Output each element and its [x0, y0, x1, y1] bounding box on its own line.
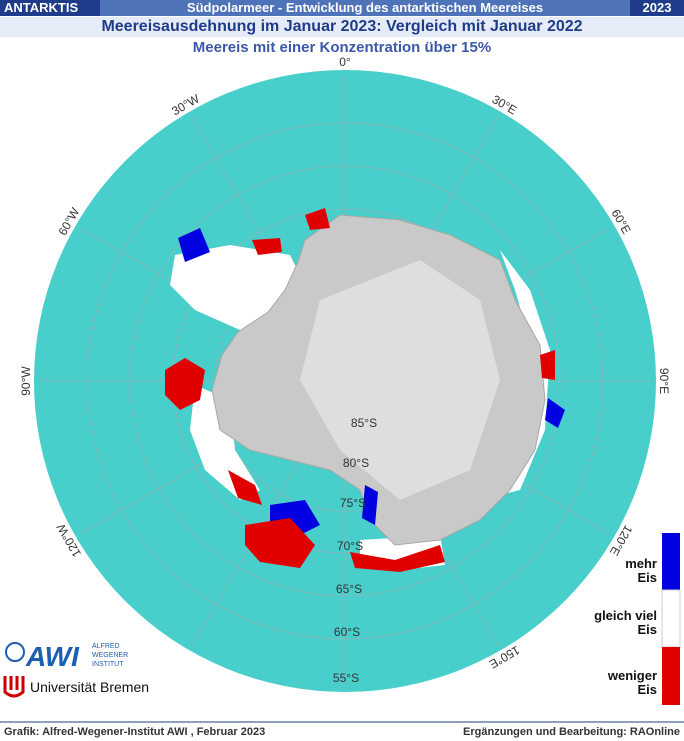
legend-text: Eis [637, 622, 657, 637]
longitude-label: 90°E [657, 368, 671, 394]
subtitle: Meereis mit einer Konzentration über 15% [192, 39, 492, 56]
less-ice [540, 350, 555, 380]
less-ice [252, 238, 282, 255]
more-ice [545, 398, 565, 428]
legend-text: mehr [625, 556, 657, 571]
less-ice [228, 470, 262, 505]
less-ice [305, 208, 330, 230]
longitude-label: 0° [339, 55, 351, 69]
header-year: 2023 [630, 0, 684, 16]
footer-left: Grafik: Alfred-Wegener-Institut AWI , Fe… [4, 726, 265, 738]
more-ice [362, 485, 378, 525]
awi-name: INSTITUT [92, 661, 124, 668]
longitude-label: 90°W [19, 366, 33, 396]
awi-name: ALFRED [92, 643, 120, 650]
legend-text: Eis [637, 682, 657, 697]
more-ice [178, 228, 210, 262]
bremen-icon [3, 676, 25, 698]
awi-icon [5, 642, 25, 662]
legend-text: gleich viel [594, 608, 657, 623]
bremen-logo: Universität Bremen [30, 679, 149, 695]
header-region: ANTARKTIS [0, 0, 100, 16]
legend-swatch-more [662, 533, 680, 590]
sea-ice [190, 385, 260, 500]
header-topic: Südpolarmeer - Entwicklung des antarktis… [100, 0, 630, 16]
legend-swatch-same [661, 589, 681, 648]
awi-name: WEGENER [92, 652, 128, 659]
latitude-label: 65°S [336, 582, 362, 596]
latitude-label: 85°S [351, 416, 377, 430]
legend-text: Eis [637, 570, 657, 585]
footer-right: Ergänzungen und Bearbeitung: RAOnline [463, 726, 680, 738]
legend-text: weniger [607, 668, 657, 683]
title: Meereisausdehnung im Januar 2023: Vergle… [0, 17, 684, 37]
less-ice [245, 518, 315, 568]
ice-sheet [300, 260, 500, 500]
less-ice [350, 545, 445, 572]
legend-swatch-less [662, 647, 680, 705]
less-ice [165, 358, 205, 410]
latitude-label: 55°S [333, 671, 359, 685]
latitude-label: 60°S [334, 625, 360, 639]
latitude-label: 75°S [340, 496, 366, 510]
latitude-label: 80°S [343, 456, 369, 470]
awi-logo: AWI [25, 641, 80, 672]
latitude-label: 70°S [337, 539, 363, 553]
